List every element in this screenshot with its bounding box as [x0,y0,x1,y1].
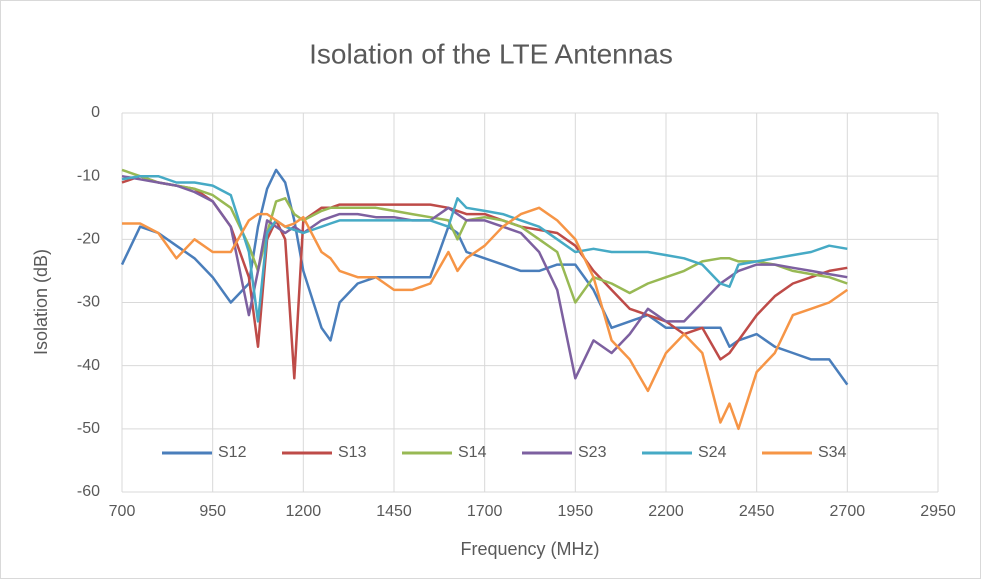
x-tick-label: 950 [199,503,226,520]
series-line [121,174,848,380]
y-tick-label: -60 [77,483,100,500]
x-tick-label: 1700 [467,503,503,520]
y-tick-label: -20 [77,231,100,248]
x-axis-title: Frequency (MHz) [460,539,599,559]
y-tick-label: -30 [77,294,100,311]
y-tick-label: 0 [91,104,100,121]
x-tick-label: 2450 [739,503,775,520]
legend-label: S34 [818,444,847,461]
legend-label: S14 [458,444,487,461]
y-axis-title: Isolation (dB) [31,249,51,355]
x-tick-label: 2700 [830,503,866,520]
y-tick-label: -50 [77,420,100,437]
series-line [121,174,848,380]
chart-title: Isolation of the LTE Antennas [309,38,673,69]
x-tick-label: 1450 [376,503,412,520]
series-line [121,174,848,323]
x-tick-label: 2200 [648,503,684,520]
y-tick-label: -40 [77,357,100,374]
x-tick-label: 700 [109,503,136,520]
legend-label: S13 [338,444,367,461]
legend-label: S24 [698,444,727,461]
x-tick-label: 1950 [558,503,594,520]
x-tick-label: 1200 [286,503,322,520]
series-line [121,168,848,304]
series-line [122,206,849,431]
legend-label: S23 [578,444,607,461]
x-tick-label: 2950 [920,503,956,520]
y-tick-label: -10 [77,167,100,184]
legend-label: S12 [218,444,247,461]
series-line [120,168,849,386]
